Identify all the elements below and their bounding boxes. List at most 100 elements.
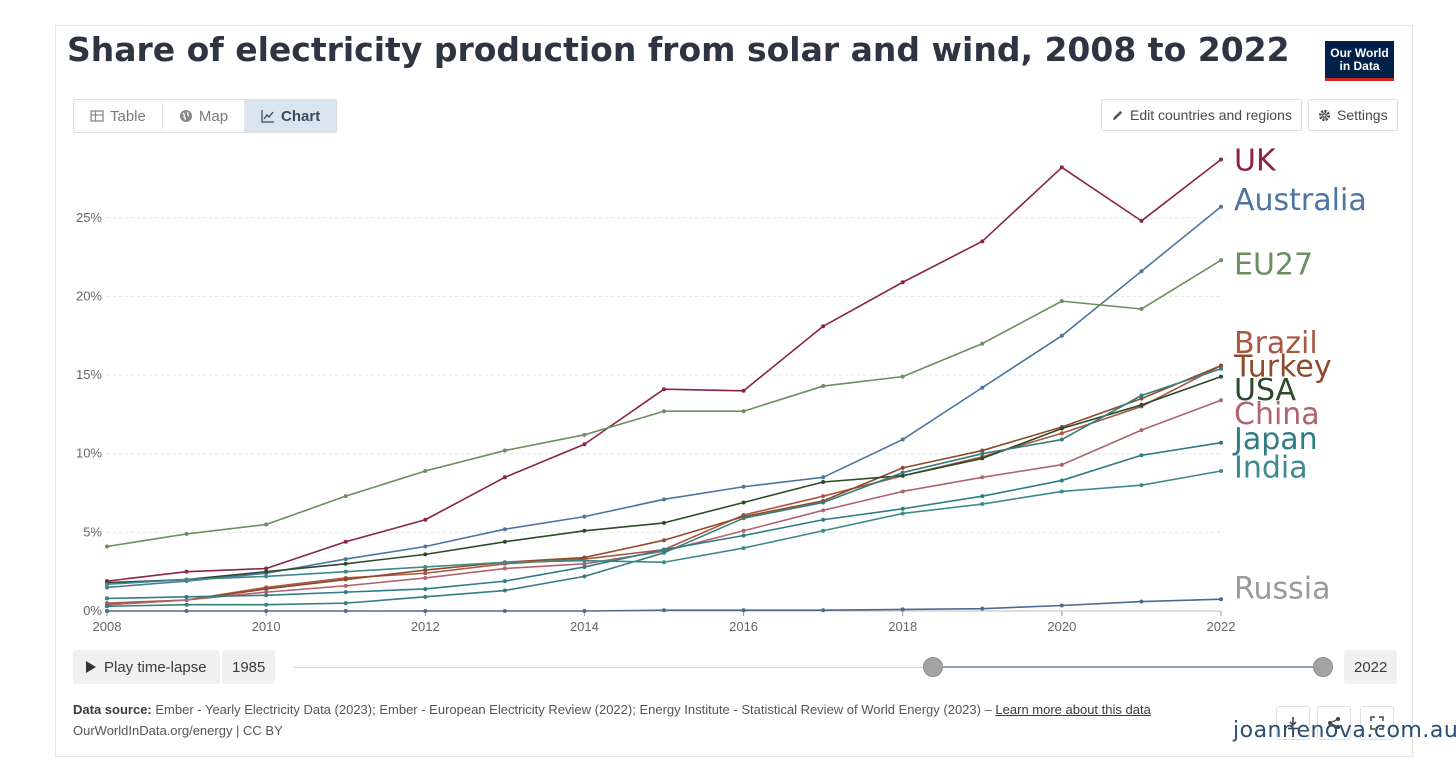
data-point	[502, 566, 507, 571]
data-point	[343, 583, 348, 588]
data-point	[821, 508, 826, 513]
tab-chart-label: Chart	[281, 107, 321, 125]
data-point	[582, 564, 587, 569]
data-point	[1059, 333, 1064, 338]
download-button[interactable]	[1276, 706, 1310, 740]
chart-title: Share of electricity production from sol…	[67, 30, 1290, 69]
series-line	[106, 364, 1222, 604]
logo-line-1: Our World	[1330, 46, 1389, 60]
tab-chart[interactable]: Chart	[245, 100, 337, 132]
data-point	[184, 594, 189, 599]
download-icon	[1288, 717, 1298, 730]
data-point	[582, 555, 587, 560]
series-end-label: Brazil	[1234, 326, 1318, 361]
data-source: Data source: Ember - Yearly Electricity …	[73, 702, 1151, 717]
data-point	[423, 594, 428, 599]
data-point	[502, 527, 507, 532]
fullscreen-button[interactable]	[1360, 706, 1394, 740]
data-point	[1219, 440, 1223, 445]
data-point	[662, 409, 666, 414]
data-point	[821, 528, 826, 533]
series-end-label: UK	[1234, 144, 1277, 179]
tab-map-label: Map	[198, 107, 229, 125]
tab-map[interactable]: Map	[163, 100, 246, 132]
data-point	[502, 539, 507, 544]
globe-icon	[179, 110, 192, 122]
data-point	[105, 585, 109, 590]
data-point	[502, 579, 507, 584]
series-line	[106, 206, 1222, 589]
data-point	[741, 516, 746, 521]
learn-more-link[interactable]: Learn more about this data	[995, 702, 1151, 717]
data-point	[582, 609, 587, 613]
tab-table[interactable]: Table	[74, 100, 163, 132]
data-point	[1219, 398, 1223, 403]
data-point	[662, 547, 666, 552]
data-point	[105, 596, 109, 601]
data-point	[900, 374, 905, 379]
series-line	[106, 364, 1222, 606]
data-point	[105, 604, 109, 609]
data-point	[423, 544, 428, 549]
edit-countries-button[interactable]: Edit countries and regions	[1101, 99, 1302, 131]
series-line	[106, 470, 1222, 586]
view-tabs: Table Map Chart	[73, 99, 338, 133]
timeline-track[interactable]	[293, 667, 1323, 668]
data-point	[502, 448, 507, 453]
data-point	[1219, 157, 1223, 162]
data-point	[662, 387, 666, 392]
series-end-label: Australia	[1234, 183, 1367, 218]
data-point	[980, 451, 985, 456]
data-point	[184, 609, 189, 613]
logo-line-2: in Data	[1339, 59, 1380, 73]
edit-countries-label: Edit countries and regions	[1130, 107, 1292, 123]
data-point	[1059, 462, 1064, 467]
data-point	[821, 494, 826, 499]
y-tick-label: 20%	[76, 288, 102, 303]
data-point	[582, 442, 587, 447]
y-tick-label: 10%	[76, 446, 102, 461]
data-point	[900, 489, 905, 494]
x-tick-label: 2022	[1207, 619, 1236, 634]
data-point	[741, 528, 746, 533]
settings-button[interactable]: Settings	[1308, 99, 1398, 131]
timeline-start-handle[interactable]	[923, 657, 943, 677]
data-point	[1059, 299, 1064, 304]
data-point	[1219, 204, 1223, 209]
data-point	[1059, 165, 1064, 170]
data-point	[662, 497, 666, 502]
watermark: joannenova.com.au	[1233, 718, 1456, 743]
data-point	[582, 528, 587, 533]
data-point	[105, 582, 109, 587]
data-point	[821, 384, 826, 389]
data-point	[1059, 603, 1064, 608]
data-point	[502, 609, 507, 613]
x-tick-label: 2020	[1047, 619, 1076, 634]
settings-label: Settings	[1337, 107, 1388, 123]
share-button[interactable]	[1317, 706, 1351, 740]
data-point	[1139, 269, 1144, 274]
timeline-end-handle[interactable]	[1313, 657, 1333, 677]
data-point	[662, 608, 666, 613]
data-point	[980, 448, 985, 453]
data-point	[1219, 469, 1223, 474]
data-point	[502, 560, 507, 565]
data-point	[184, 602, 189, 607]
play-timelapse-button[interactable]: Play time-lapse	[73, 650, 220, 684]
data-point	[105, 544, 109, 549]
data-point	[343, 557, 348, 562]
data-point	[1219, 374, 1223, 379]
data-point	[264, 569, 269, 574]
data-point	[343, 539, 348, 544]
timeline-selected-range	[933, 666, 1323, 668]
data-point	[741, 546, 746, 551]
data-point	[582, 558, 587, 563]
data-point	[980, 494, 985, 499]
data-point	[264, 566, 269, 571]
data-point	[662, 560, 666, 565]
gear-icon	[1318, 109, 1331, 121]
data-point	[1059, 426, 1064, 431]
owid-logo[interactable]: Our World in Data	[1325, 41, 1394, 81]
data-point	[1219, 366, 1223, 371]
data-point	[423, 564, 428, 569]
